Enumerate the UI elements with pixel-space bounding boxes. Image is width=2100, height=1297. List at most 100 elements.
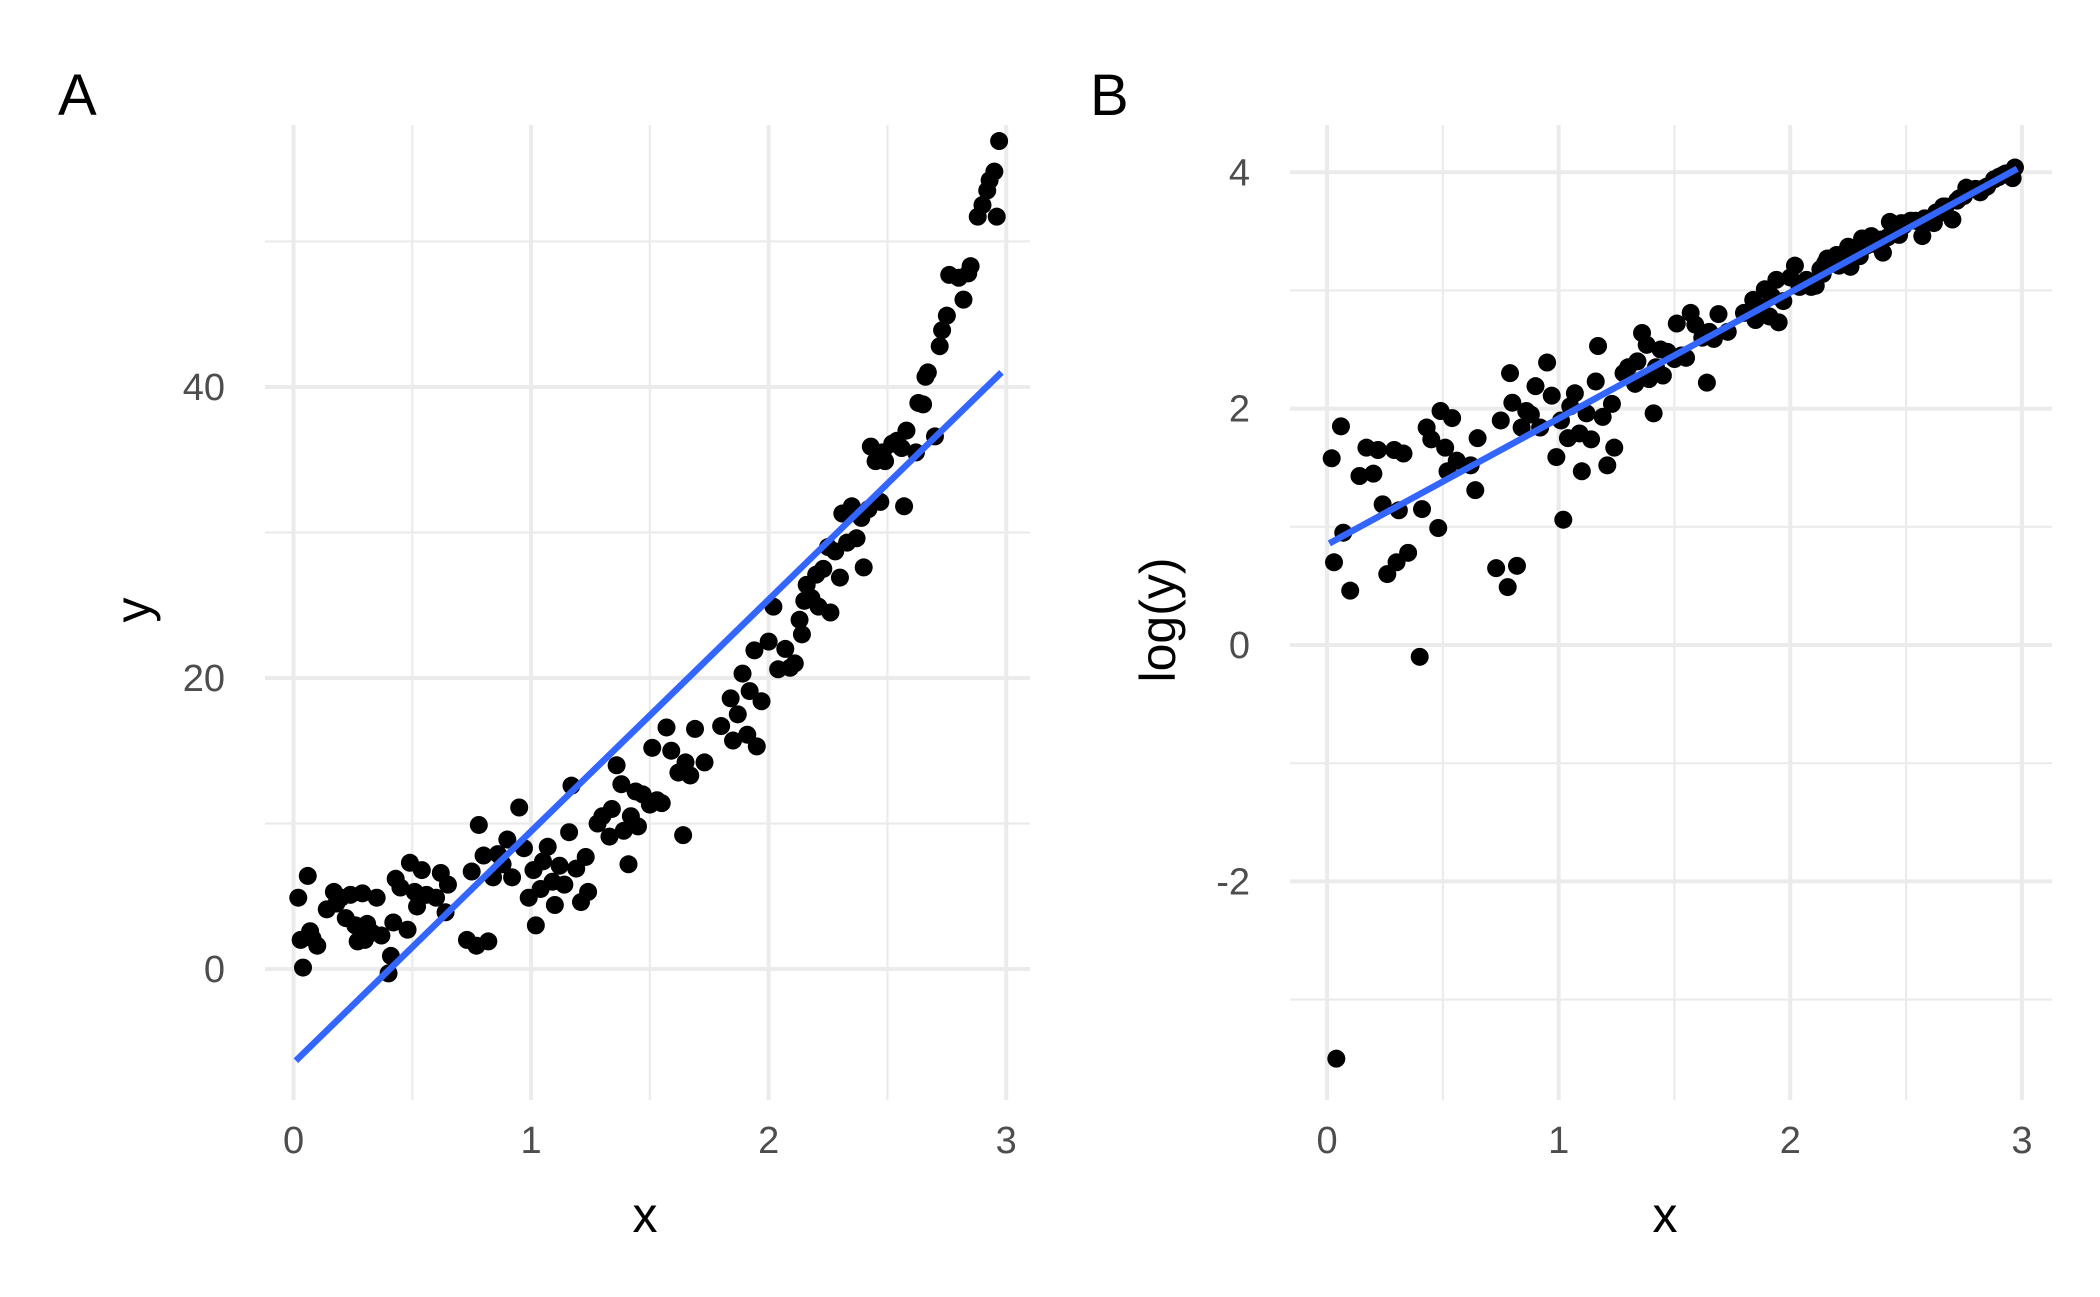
panel-a-data-point <box>830 568 849 587</box>
panel-a-data-point <box>876 452 895 471</box>
panel-b-data-point <box>1501 364 1520 383</box>
panel-a-data-point <box>752 692 771 711</box>
panel-b-data-point <box>1422 430 1441 449</box>
panel-a-y-tick-label: 20 <box>183 658 225 700</box>
panel-a-data-point <box>353 884 372 903</box>
panel-a-data-point <box>503 868 522 887</box>
panel-a-data-point <box>538 837 557 856</box>
panel-b-data-point <box>1542 386 1561 405</box>
panel-a-data-point <box>733 664 752 683</box>
panel-b-data-point <box>1466 481 1485 500</box>
panel-b-data-point <box>1521 405 1540 424</box>
panel-a-data-point <box>367 888 386 907</box>
panel-b-data-point <box>1598 456 1617 475</box>
panel-b-x-tick-label: 1 <box>1548 1120 1569 1162</box>
panel-a-data-point <box>933 321 952 340</box>
panel-b-data-point <box>1325 553 1344 572</box>
panel-b-data-point <box>1943 210 1962 229</box>
panel-b-data-point <box>1873 243 1892 262</box>
panel-b-y-tick-label: 2 <box>1229 389 1250 431</box>
panel-b-marks <box>1322 158 2024 1068</box>
panel-b-data-point <box>1913 227 1932 246</box>
panel-a-data-point <box>398 920 417 939</box>
panel-b-data-point <box>1429 519 1448 537</box>
panel-b-y-tick-label: -2 <box>1216 861 1250 903</box>
panel-b-y-axis-title: log(y) <box>1130 557 1186 682</box>
panel-a-data-point <box>469 815 488 834</box>
panel-a-data-point <box>914 395 933 414</box>
panel-a-data-point <box>391 878 410 897</box>
panel-b: 0 1 2 3 -2 0 2 4 B x log(y) <box>1090 63 2052 1243</box>
panel-b-data-point <box>1468 429 1487 448</box>
panel-b-data-point <box>1667 314 1686 333</box>
panel-a-data-point <box>526 916 545 935</box>
panel-a-data-point <box>294 958 313 977</box>
panel-b-fit-line <box>1327 165 2019 547</box>
panel-a-x-tick-label: 0 <box>283 1120 304 1162</box>
panel-a-data-point <box>643 738 662 757</box>
panel-b-data-point <box>1637 335 1656 354</box>
panel-b-tick-labels: 0 1 2 3 -2 0 2 4 <box>1216 152 2032 1162</box>
panel-a-data-point <box>372 926 391 945</box>
panel-a-data-point <box>674 826 693 845</box>
panel-a-data-point <box>954 290 973 309</box>
panel-a-y-axis-title: y <box>105 598 161 623</box>
panel-a-data-point <box>652 794 671 813</box>
panel-a-x-axis-title: x <box>633 1187 658 1243</box>
panel-a-x-tick-label: 1 <box>521 1120 542 1162</box>
panel-a-data-point <box>790 610 809 629</box>
panel-b-data-point <box>1503 393 1522 412</box>
panel-b-data-point <box>1327 1049 1346 1068</box>
panel-a-data-point <box>614 821 633 840</box>
panel-a-data-point <box>550 856 569 875</box>
panel-b-data-point <box>1644 404 1663 423</box>
panel-b-data-point <box>1767 270 1786 289</box>
panel-a-data-point <box>545 896 564 914</box>
panel-b-data-point <box>1547 448 1566 467</box>
panel-b-data-point <box>1399 543 1418 562</box>
panel-b-data-point <box>1322 449 1341 468</box>
panel-a-data-point <box>555 875 574 894</box>
panel-b-grid <box>1290 125 2052 1100</box>
panel-a-data-point <box>498 830 517 849</box>
panel-b-data-point <box>1350 467 1369 485</box>
panel-b-data-point <box>1554 510 1573 529</box>
panel-b-data-point <box>1364 464 1383 483</box>
panel-b-x-axis-title: x <box>1653 1187 1678 1243</box>
panel-b-data-point <box>1369 441 1388 459</box>
panel-a-data-point <box>776 639 795 658</box>
panel-b-data-point <box>1526 377 1545 396</box>
panel-a-data-point <box>745 641 764 660</box>
panel-a-data-point <box>847 529 866 548</box>
panel-b-data-point <box>1507 556 1526 575</box>
panel-a-marks <box>289 132 1009 1064</box>
panel-b-data-point <box>1491 411 1510 430</box>
panel-a-tag: A <box>58 63 97 128</box>
panel-a-data-point <box>579 882 598 901</box>
panel-a-data-point <box>814 559 833 578</box>
panel-b-y-tick-label: 4 <box>1229 152 1250 194</box>
panel-b-x-tick-label: 0 <box>1316 1120 1337 1162</box>
panel-a-data-point <box>985 162 1004 181</box>
panel-b-data-point <box>1410 647 1429 666</box>
panel-b-data-point <box>1582 430 1601 449</box>
panel-b-x-tick-label: 2 <box>1780 1120 1801 1162</box>
panel-b-data-point <box>1436 438 1455 457</box>
panel-a-x-tick-label: 3 <box>996 1120 1017 1162</box>
panel-b-data-point <box>1487 559 1506 578</box>
panel-b-data-point <box>1447 451 1466 470</box>
panel-b-data-point <box>1697 373 1716 392</box>
panel-b-data-point <box>1512 418 1531 437</box>
panel-a-data-point <box>728 705 747 724</box>
panel-a-data-point <box>930 337 949 356</box>
panel-a-data-point <box>961 257 980 276</box>
panel-b-data-point <box>1413 500 1432 519</box>
panel-a-data-point <box>747 737 766 756</box>
panel-a-data-point <box>510 798 529 817</box>
panel-b-data-point <box>1341 581 1360 600</box>
panel-a-y-tick-label: 0 <box>204 949 225 991</box>
panel-b-data-point <box>1589 337 1608 355</box>
panel-a-data-point <box>612 775 631 794</box>
panel-b-data-point <box>1653 366 1672 385</box>
panel-a-data-point <box>308 936 327 955</box>
